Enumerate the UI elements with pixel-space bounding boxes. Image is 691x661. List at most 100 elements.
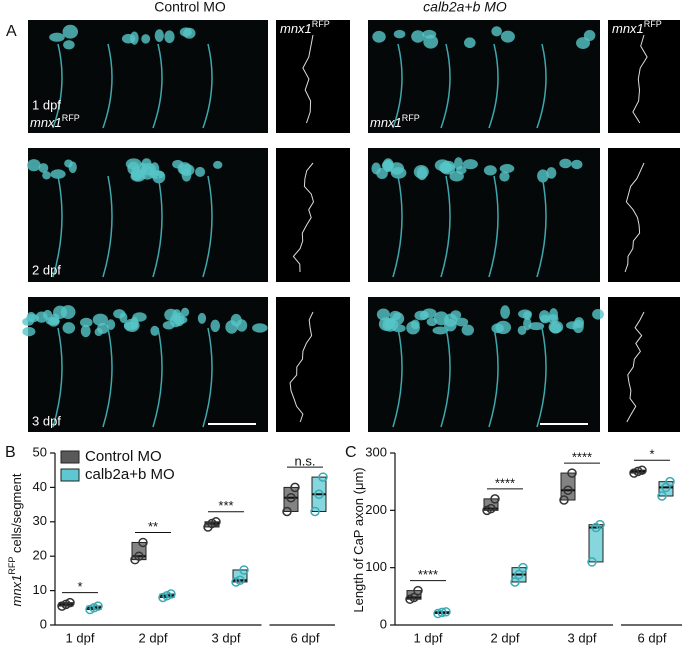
- trace-panel: [276, 148, 350, 282]
- axon: [488, 43, 499, 129]
- axon: [152, 43, 163, 129]
- y-tick-label: 40: [33, 479, 47, 494]
- soma: [422, 308, 437, 318]
- soma: [393, 29, 406, 39]
- tag: RFP: [312, 19, 330, 29]
- gene-label: mnx1RFP: [280, 19, 330, 36]
- soma: [453, 157, 463, 170]
- y-axis-label: Length of CaP axon (μm): [351, 467, 366, 612]
- soma: [68, 161, 77, 174]
- soma: [150, 325, 160, 336]
- axon: [52, 175, 63, 278]
- gene-label: mnx1RFP: [612, 19, 662, 36]
- soma: [80, 324, 91, 338]
- x-tick-label: 6 dpf: [291, 630, 320, 645]
- axon-trace: [624, 162, 645, 273]
- significance: ****: [572, 450, 592, 465]
- trace-panel: [608, 148, 680, 282]
- axon: [392, 327, 403, 428]
- soma: [500, 305, 511, 319]
- soma: [444, 313, 458, 327]
- data-point: [290, 482, 300, 493]
- axon: [202, 43, 213, 129]
- axon: [488, 175, 499, 278]
- row-label: 3 dpf: [32, 413, 61, 428]
- significance: *: [77, 579, 82, 594]
- y-tick-label: 10: [33, 582, 47, 597]
- soma: [121, 33, 136, 44]
- significance: ***: [218, 498, 233, 513]
- soma: [94, 327, 103, 337]
- soma: [62, 24, 79, 39]
- data-point: [134, 551, 144, 561]
- soma: [518, 309, 532, 319]
- soma: [92, 313, 108, 326]
- soma: [539, 314, 551, 324]
- significance: ****: [495, 475, 515, 490]
- gene: mnx1: [280, 21, 312, 36]
- axon: [392, 43, 403, 129]
- gene: mnx1: [30, 115, 62, 130]
- soma: [27, 159, 41, 172]
- significance: *: [649, 447, 654, 462]
- soma: [382, 158, 394, 172]
- soma: [461, 324, 475, 336]
- data-point: [633, 466, 643, 477]
- legend-label: calb2a+b MO: [85, 466, 175, 483]
- soma: [546, 167, 557, 179]
- soma: [423, 34, 439, 49]
- data-point: [657, 491, 667, 501]
- soma: [113, 309, 126, 319]
- axon-trace: [289, 311, 314, 423]
- soma: [572, 319, 584, 334]
- row-label: 2 dpf: [32, 262, 61, 277]
- gene: mnx1: [612, 21, 644, 36]
- axon: [102, 175, 113, 278]
- soma: [42, 171, 51, 180]
- y-tick-label: 100: [365, 559, 387, 574]
- soma: [449, 171, 464, 182]
- data-point: [518, 562, 528, 573]
- soma: [252, 323, 268, 333]
- column-header: calb2a+b MO: [423, 0, 507, 15]
- soma: [576, 37, 591, 49]
- soma: [549, 322, 562, 334]
- soma: [528, 322, 545, 331]
- y-tick-label: 200: [365, 502, 387, 517]
- box: [588, 524, 604, 563]
- x-tick-label: 1 dpf: [66, 630, 95, 645]
- axon-trace: [302, 34, 314, 124]
- axon: [488, 327, 499, 428]
- data-point: [138, 537, 148, 548]
- data-point: [166, 589, 176, 599]
- soma: [49, 32, 65, 42]
- data-point: [486, 503, 496, 514]
- axon: [440, 175, 451, 278]
- tag: RFP: [7, 557, 17, 575]
- soma: [462, 159, 478, 170]
- soma: [197, 312, 207, 324]
- micrograph: [368, 297, 600, 432]
- soma: [154, 29, 164, 42]
- data-point: [65, 597, 75, 608]
- tag: RFP: [402, 113, 420, 123]
- soma: [392, 324, 406, 333]
- soma: [432, 326, 449, 335]
- axon: [202, 175, 213, 278]
- x-tick-label: 6 dpf: [638, 630, 667, 645]
- x-tick-label: 2 dpf: [139, 630, 168, 645]
- soma: [372, 30, 386, 43]
- data-point: [595, 519, 605, 530]
- soma: [194, 166, 206, 178]
- soma: [123, 321, 138, 331]
- soma: [491, 323, 504, 334]
- legend-swatch: [60, 450, 80, 464]
- axon-trace: [292, 162, 315, 273]
- soma: [141, 34, 151, 44]
- data-point: [490, 494, 500, 504]
- soma: [79, 317, 93, 328]
- axon: [536, 175, 547, 278]
- soma: [210, 319, 221, 333]
- panel-letter: A: [6, 23, 17, 40]
- data-point: [409, 592, 419, 603]
